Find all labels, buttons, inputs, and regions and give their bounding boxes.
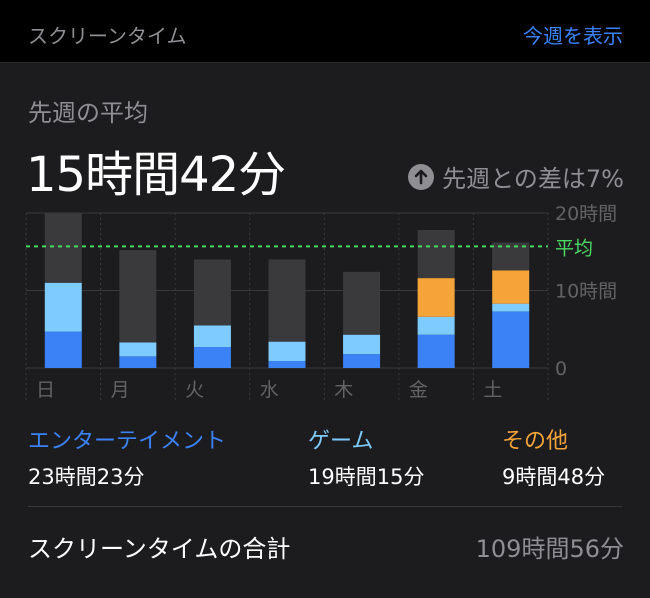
legend-entertainment: エンターテイメント 23時間23分 bbox=[28, 423, 226, 491]
y-tick-label: 10時間 bbox=[555, 281, 617, 303]
bar-cap bbox=[417, 230, 455, 234]
bar-cap bbox=[492, 242, 530, 246]
legend-entertainment-value: 23時間23分 bbox=[28, 465, 145, 489]
bar-segment bbox=[193, 325, 231, 348]
weekly-summary-card: 先週の平均 15時間42分 先週との差は7% 20時間 10時間 0 日 月 火 水 木 金 土 平… bbox=[0, 62, 650, 598]
x-tick-label: 木 bbox=[334, 379, 353, 401]
bar-segment bbox=[268, 361, 306, 368]
usage-bar-chart: 20時間 10時間 0 日 月 火 水 木 金 土 平均 bbox=[25, 203, 617, 401]
x-tick-label: 土 bbox=[483, 379, 502, 401]
bar-土 bbox=[492, 242, 530, 368]
bar-segment bbox=[268, 259, 306, 342]
header: スクリーンタイム 今週を表示 bbox=[0, 0, 650, 62]
bar-segment bbox=[343, 271, 381, 335]
total-screen-time-label: スクリーンタイムの合計 bbox=[28, 535, 291, 563]
average-time: 15時間42分 bbox=[26, 147, 286, 203]
weekly-difference: 先週との差は7% bbox=[408, 159, 624, 194]
bar-segment bbox=[417, 230, 455, 279]
difference-text: 先週との差は7% bbox=[442, 165, 624, 193]
bar-segment bbox=[417, 334, 455, 368]
bar-segment bbox=[193, 259, 231, 326]
bar-segment bbox=[492, 311, 530, 368]
y-tick-label: 20時間 bbox=[555, 203, 617, 225]
x-tick-label: 月 bbox=[111, 379, 130, 401]
bar-火 bbox=[193, 259, 231, 368]
bar-segment bbox=[492, 270, 530, 304]
bar-cap bbox=[268, 259, 306, 263]
bar-segment bbox=[119, 342, 157, 357]
bar-segment bbox=[44, 331, 82, 368]
legend-other: その他 9時間48分 bbox=[502, 423, 605, 491]
show-this-week-link[interactable]: 今週を表示 bbox=[523, 24, 623, 48]
divider bbox=[28, 506, 622, 507]
average-label: 平均 bbox=[555, 237, 593, 259]
x-tick-label: 火 bbox=[185, 379, 204, 401]
bar-segment bbox=[119, 356, 157, 368]
legend-other-label: その他 bbox=[502, 429, 569, 454]
bar-segment bbox=[417, 316, 455, 335]
bar-segment bbox=[343, 354, 381, 368]
bar-segment bbox=[44, 213, 82, 283]
legend-entertainment-label: エンターテイメント bbox=[28, 429, 227, 454]
y-tick-label: 0 bbox=[555, 358, 567, 380]
bar-segment bbox=[268, 341, 306, 362]
bar-日 bbox=[44, 213, 82, 368]
bar-cap bbox=[119, 250, 157, 254]
bar-木 bbox=[343, 271, 381, 368]
legend-other-value: 9時間48分 bbox=[502, 465, 606, 489]
bar-月 bbox=[119, 250, 157, 368]
x-tick-label: 水 bbox=[260, 379, 279, 401]
arrow-up-circle-icon bbox=[408, 163, 435, 190]
bar-cap bbox=[343, 271, 381, 275]
bar-cap bbox=[44, 213, 82, 216]
bar-金 bbox=[417, 230, 455, 368]
bar-segment bbox=[193, 347, 231, 368]
legend-games-label: ゲーム bbox=[308, 429, 374, 454]
bar-segment bbox=[343, 334, 381, 355]
bar-segment bbox=[492, 303, 530, 312]
legend-games: ゲーム 19時間15分 bbox=[308, 423, 424, 491]
bar-segment bbox=[119, 250, 157, 343]
x-tick-label: 日 bbox=[36, 379, 55, 401]
bar-水 bbox=[268, 259, 306, 368]
total-screen-time-value: 109時間56分 bbox=[475, 535, 624, 563]
summary-subtitle: 先週の平均 bbox=[28, 99, 148, 127]
bar-segment bbox=[417, 278, 455, 317]
header-title: スクリーンタイム bbox=[28, 24, 187, 48]
bar-segment bbox=[44, 282, 82, 332]
bar-cap bbox=[193, 259, 231, 263]
legend-games-value: 19時間15分 bbox=[308, 465, 425, 489]
x-tick-label: 金 bbox=[409, 379, 428, 401]
